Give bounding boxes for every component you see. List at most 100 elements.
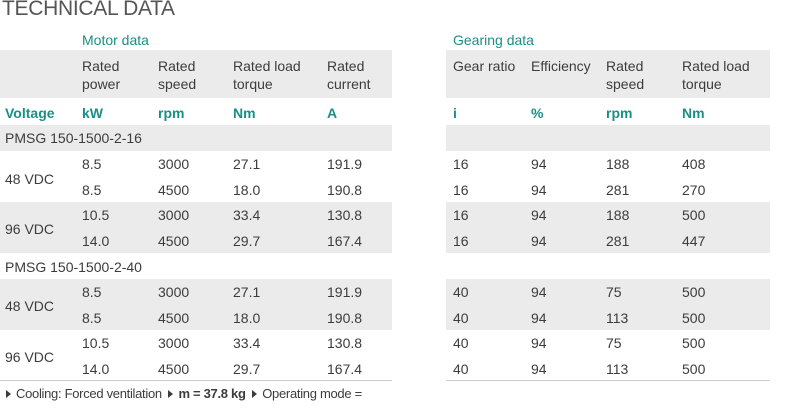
gearing-header-background <box>446 50 770 98</box>
group-row-background <box>0 279 392 330</box>
motor-torque-cell: 29.7 <box>233 361 261 377</box>
motor-header-power: Rated power <box>82 58 121 92</box>
motor-speed-cell: 4500 <box>158 310 190 326</box>
motor-header-current: Rated current <box>327 58 371 92</box>
gear-torque-cell: 270 <box>682 182 706 198</box>
motor-speed-cell: 4500 <box>158 361 190 377</box>
motor-current-cell: 191.9 <box>327 284 363 300</box>
motor-current-cell: 130.8 <box>327 335 363 351</box>
gearing-header-ratio: Gear ratio <box>453 58 516 74</box>
motor-torque-cell: 27.1 <box>233 156 261 172</box>
motor-current-cell: 191.9 <box>327 156 363 172</box>
bullet-arrow-icon <box>252 390 258 398</box>
gearing-unit-efficiency: % <box>531 105 544 121</box>
motor-current-cell: 167.4 <box>327 233 363 249</box>
motor-torque-cell: 18.0 <box>233 182 261 198</box>
motor-current-cell: 130.8 <box>327 207 363 223</box>
voltage-cell: 48 VDC <box>5 171 55 187</box>
gear-ratio-cell: 16 <box>453 182 469 198</box>
group-row-background <box>446 279 770 330</box>
motor-power-cell: 8.5 <box>82 156 102 172</box>
motor-power-cell: 14.0 <box>82 361 110 377</box>
gear-efficiency-cell: 94 <box>531 156 547 172</box>
motor-table-bottom-rule <box>0 380 392 381</box>
motor-torque-cell: 18.0 <box>233 310 261 326</box>
gear-speed-cell: 75 <box>606 284 622 300</box>
motor-torque-cell: 29.7 <box>233 233 261 249</box>
motor-unit-current: A <box>327 105 338 121</box>
gear-torque-cell: 500 <box>682 335 706 351</box>
gear-ratio-cell: 16 <box>453 233 469 249</box>
gearing-unit-ratio: i <box>453 105 457 121</box>
motor-power-cell: 10.5 <box>82 335 110 351</box>
gear-ratio-cell: 40 <box>453 335 469 351</box>
gear-ratio-cell: 40 <box>453 284 469 300</box>
gear-efficiency-cell: 94 <box>531 233 547 249</box>
footer-notes: Cooling: Forced ventilation m = 37.8 kg … <box>6 386 362 401</box>
motor-torque-cell: 27.1 <box>233 284 261 300</box>
motor-header-torque: Rated load torque <box>233 58 301 92</box>
gearing-unit-torque: Nm <box>682 105 705 121</box>
motor-current-cell: 190.8 <box>327 182 363 198</box>
bullet-arrow-icon <box>168 390 174 398</box>
motor-unit-power: kW <box>82 105 103 121</box>
motor-speed-cell: 3000 <box>158 207 190 223</box>
motor-torque-cell: 33.4 <box>233 207 261 223</box>
section-row-background <box>0 125 392 151</box>
gear-torque-cell: 500 <box>682 310 706 326</box>
gear-speed-cell: 188 <box>606 156 630 172</box>
gear-efficiency-cell: 94 <box>531 361 547 377</box>
gear-speed-cell: 281 <box>606 182 630 198</box>
motor-torque-cell: 33.4 <box>233 335 261 351</box>
gear-torque-cell: 447 <box>682 233 706 249</box>
operating-mode-note: Operating mode = <box>262 386 362 401</box>
motor-header-background <box>0 50 392 98</box>
gear-efficiency-cell: 94 <box>531 182 547 198</box>
gear-speed-cell: 113 <box>606 361 629 377</box>
gear-speed-cell: 113 <box>606 310 629 326</box>
motor-unit-speed: rpm <box>158 105 185 121</box>
gear-efficiency-cell: 94 <box>531 284 547 300</box>
voltage-cell: 96 VDC <box>5 221 55 237</box>
group-row-background <box>0 202 392 253</box>
gear-torque-cell: 500 <box>682 207 706 223</box>
motor-power-cell: 8.5 <box>82 182 102 198</box>
gear-ratio-cell: 40 <box>453 361 469 377</box>
gear-torque-cell: 500 <box>682 361 706 377</box>
group-row-background <box>446 202 770 253</box>
motor-power-cell: 10.5 <box>82 207 110 223</box>
section-name: PMSG 150-1500-2-16 <box>5 130 142 146</box>
motor-power-cell: 14.0 <box>82 233 110 249</box>
gear-ratio-cell: 40 <box>453 310 469 326</box>
gear-efficiency-cell: 94 <box>531 335 547 351</box>
gear-torque-cell: 408 <box>682 156 706 172</box>
cooling-note: Cooling: Forced ventilation <box>16 386 162 401</box>
section-row-background <box>446 125 770 151</box>
motor-current-cell: 190.8 <box>327 310 363 326</box>
gearing-data-group-label: Gearing data <box>453 32 534 48</box>
gear-efficiency-cell: 94 <box>531 310 547 326</box>
gearing-unit-speed: rpm <box>606 105 633 121</box>
gear-efficiency-cell: 94 <box>531 207 547 223</box>
gear-ratio-cell: 16 <box>453 207 469 223</box>
voltage-cell: 96 VDC <box>5 349 55 365</box>
motor-power-cell: 8.5 <box>82 284 102 300</box>
gear-speed-cell: 75 <box>606 335 622 351</box>
gearing-header-torque: Rated load torque <box>682 58 750 92</box>
motor-data-group-label: Motor data <box>82 32 149 48</box>
page-title: TECHNICAL DATA <box>2 0 175 20</box>
motor-speed-cell: 3000 <box>158 284 190 300</box>
gear-ratio-cell: 16 <box>453 156 469 172</box>
gear-speed-cell: 188 <box>606 207 630 223</box>
motor-power-cell: 8.5 <box>82 310 102 326</box>
gear-speed-cell: 281 <box>606 233 630 249</box>
gearing-header-speed: Rated speed <box>606 58 645 92</box>
mass-note: m = 37.8 kg <box>178 386 246 401</box>
motor-speed-cell: 4500 <box>158 182 190 198</box>
voltage-label: Voltage <box>5 105 55 121</box>
gearing-header-efficiency: Efficiency <box>531 58 591 74</box>
motor-speed-cell: 3000 <box>158 335 190 351</box>
motor-unit-torque: Nm <box>233 105 256 121</box>
motor-speed-cell: 3000 <box>158 156 190 172</box>
motor-current-cell: 167.4 <box>327 361 363 377</box>
